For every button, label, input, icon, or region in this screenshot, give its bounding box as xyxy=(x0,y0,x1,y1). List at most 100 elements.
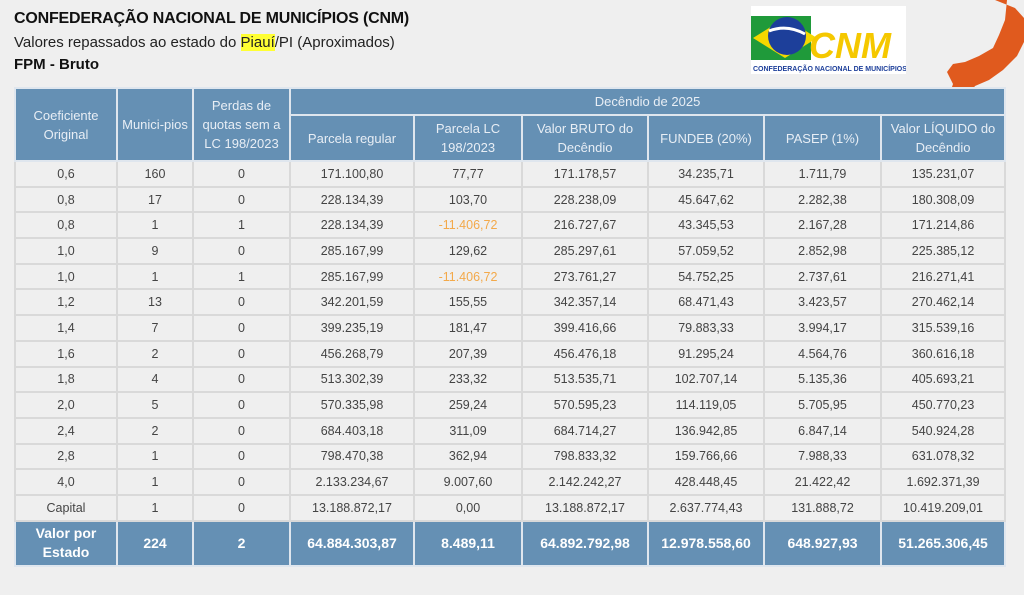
col-parcela-lc: Parcela LC 198/2023 xyxy=(413,114,523,162)
table-cell: 1.711,79 xyxy=(763,160,882,188)
table-cell: 399.235,19 xyxy=(289,314,415,342)
table-cell: 270.462,14 xyxy=(879,288,1007,317)
col-coeficiente: Coeficiente Original xyxy=(14,87,118,162)
table-row: 1,4 7 0 399.235,19 181,47 399.416,66 79.883,33… xyxy=(14,314,1007,342)
col-pasep: PASEP (1%) xyxy=(763,114,882,162)
table-cell: 21.422,42 xyxy=(763,468,882,496)
table-cell: 181,47 xyxy=(413,314,523,342)
table-cell: 273.761,27 xyxy=(521,262,649,291)
table-cell: 13 xyxy=(116,288,194,317)
table-cell: 228.134,39 xyxy=(289,211,415,240)
table-cell: 77,77 xyxy=(413,160,523,188)
table-cell: 216.271,41 xyxy=(879,262,1007,291)
table-cell: 0 xyxy=(192,237,291,265)
table-cell: 2 xyxy=(116,339,194,368)
table-cell: 399.416,66 xyxy=(521,314,649,342)
svg-text:CNM: CNM xyxy=(809,25,892,66)
table-cell: 159.766,66 xyxy=(647,442,765,471)
table-cell: 0 xyxy=(192,468,291,496)
col-valor-bruto: Valor BRUTO do Decêndio xyxy=(521,114,649,162)
table-cell: 285.297,61 xyxy=(521,237,649,265)
section-title: FPM - Bruto xyxy=(14,56,99,73)
total-cell: 64.892.792,98 xyxy=(521,519,649,567)
total-cell: 51.265.306,45 xyxy=(879,519,1007,567)
table-cell: Capital xyxy=(14,493,118,522)
total-cell: 2 xyxy=(192,519,291,567)
table-cell: 1,0 xyxy=(14,237,118,265)
table-cell: 171.100,80 xyxy=(289,160,415,188)
table-cell: 259,24 xyxy=(413,391,523,419)
table-cell: 225.385,12 xyxy=(879,237,1007,265)
svg-text:CONFEDERAÇÃO NACIONAL DE MUNIC: CONFEDERAÇÃO NACIONAL DE MUNICÍPIOS xyxy=(753,64,906,73)
table-cell: 79.883,33 xyxy=(647,314,765,342)
table-cell: 129,62 xyxy=(413,237,523,265)
table-row: 2,4 2 0 684.403,18 311,09 684.714,27 136.942,8… xyxy=(14,416,1007,445)
total-cell: 648.927,93 xyxy=(763,519,882,567)
table-cell: 0,8 xyxy=(14,185,118,214)
table-cell: 2.133.234,67 xyxy=(289,468,415,496)
total-row: Valor por Estado 224 2 64.884.303,87 8.489,1… xyxy=(14,519,1007,567)
table-cell: 4.564,76 xyxy=(763,339,882,368)
table-cell: 9.007,60 xyxy=(413,468,523,496)
table-row: 0,8 1 1 228.134,39 -11.406,72 216.727,67 43.34… xyxy=(14,211,1007,240)
table-cell: 6.847,14 xyxy=(763,416,882,445)
table-cell: 684.403,18 xyxy=(289,416,415,445)
total-cell: 64.884.303,87 xyxy=(289,519,415,567)
table-cell: 10.419.209,01 xyxy=(879,493,1007,522)
table-cell: 1 xyxy=(192,262,291,291)
table-cell: 135.231,07 xyxy=(879,160,1007,188)
fpm-table: Coeficiente Original Munici-pios Perdas … xyxy=(14,87,1007,567)
table-cell: 2.637.774,43 xyxy=(647,493,765,522)
table-cell: 342.201,59 xyxy=(289,288,415,317)
table-cell: 17 xyxy=(116,185,194,214)
table-cell: 1,6 xyxy=(14,339,118,368)
table-cell: 631.078,32 xyxy=(879,442,1007,471)
table-cell: 0 xyxy=(192,160,291,188)
table-cell: 3.994,17 xyxy=(763,314,882,342)
table-cell: 798.833,32 xyxy=(521,442,649,471)
table-cell: 1.692.371,39 xyxy=(879,468,1007,496)
table-cell: 180.308,09 xyxy=(879,185,1007,214)
table-cell: 136.942,85 xyxy=(647,416,765,445)
table-cell: 0,00 xyxy=(413,493,523,522)
table-cell: 0 xyxy=(192,493,291,522)
total-cell: 12.978.558,60 xyxy=(647,519,765,567)
table-row: 1,0 1 1 285.167,99 -11.406,72 273.761,27 54.75… xyxy=(14,262,1007,291)
table-cell: 570.595,23 xyxy=(521,391,649,419)
table-cell: 0 xyxy=(192,288,291,317)
table-cell: -11.406,72 xyxy=(413,262,523,291)
table-cell: 207,39 xyxy=(413,339,523,368)
table-cell: 428.448,45 xyxy=(647,468,765,496)
table-cell: 0 xyxy=(192,442,291,471)
table-cell: 456.268,79 xyxy=(289,339,415,368)
table-row: 2,0 5 0 570.335,98 259,24 570.595,23 114.119,0… xyxy=(14,391,1007,419)
table-cell: 45.647,62 xyxy=(647,185,765,214)
table-cell: 216.727,67 xyxy=(521,211,649,240)
total-cell: 8.489,11 xyxy=(413,519,523,567)
page-subtitle: Valores repassados ao estado do Piauí/PI… xyxy=(14,34,395,51)
table-cell: 362,94 xyxy=(413,442,523,471)
table-cell: 285.167,99 xyxy=(289,237,415,265)
table-cell: -11.406,72 xyxy=(413,211,523,240)
table-row: 0,8 17 0 228.134,39 103,70 228.238,09 45.647,6… xyxy=(14,185,1007,214)
table-cell: 54.752,25 xyxy=(647,262,765,291)
table-row: 1,0 9 0 285.167,99 129,62 285.297,61 57.059,52… xyxy=(14,237,1007,265)
table-cell: 155,55 xyxy=(413,288,523,317)
table-cell: 7.988,33 xyxy=(763,442,882,471)
table-cell: 513.302,39 xyxy=(289,365,415,394)
table-cell: 9 xyxy=(116,237,194,265)
table-cell: 513.535,71 xyxy=(521,365,649,394)
subtitle-pre: Valores repassados ao estado do xyxy=(14,34,241,51)
col-perdas: Perdas de quotas sem a LC 198/2023 xyxy=(192,87,291,162)
table-cell: 405.693,21 xyxy=(879,365,1007,394)
table-cell: 228.134,39 xyxy=(289,185,415,214)
table-cell: 450.770,23 xyxy=(879,391,1007,419)
table-cell: 315.539,16 xyxy=(879,314,1007,342)
table-cell: 102.707,14 xyxy=(647,365,765,394)
table-cell: 3.423,57 xyxy=(763,288,882,317)
table-cell: 1 xyxy=(192,211,291,240)
subtitle-post: /PI (Aproximados) xyxy=(274,34,395,51)
table-cell: 0 xyxy=(192,339,291,368)
table-cell: 2.737,61 xyxy=(763,262,882,291)
col-valor-liquido: Valor LÍQUIDO do Decêndio xyxy=(879,114,1007,162)
